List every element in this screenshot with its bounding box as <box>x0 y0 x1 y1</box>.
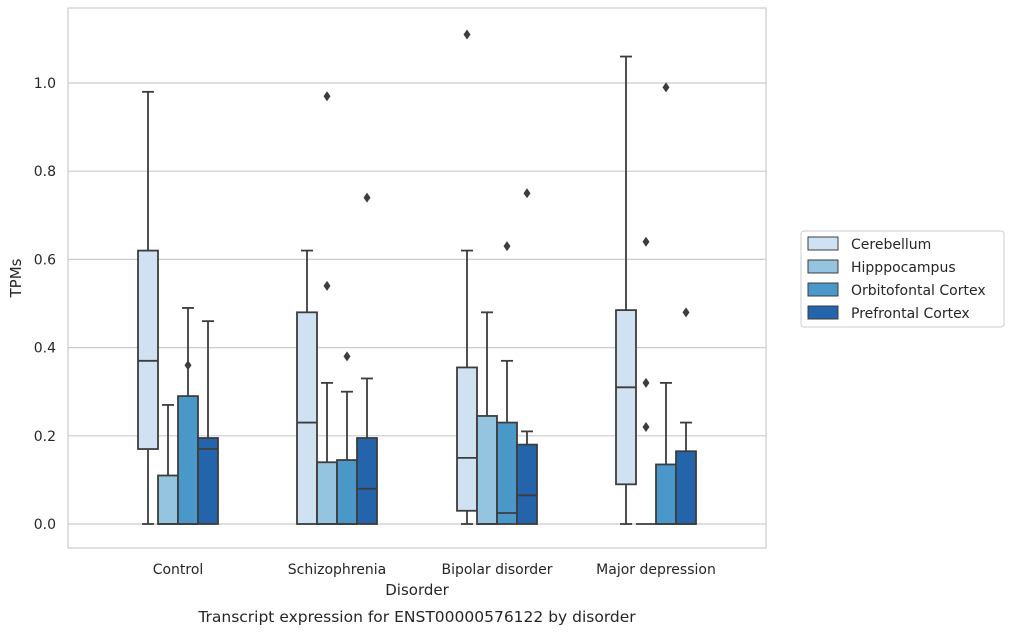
y-tick-label: 0.0 <box>34 517 56 533</box>
box-body <box>336 459 358 525</box>
legend-swatch <box>807 305 839 320</box>
box-body <box>197 437 219 525</box>
outlier-point <box>323 91 331 102</box>
box-body <box>177 395 199 525</box>
outlier-point <box>523 188 531 199</box>
outlier-point <box>343 351 351 362</box>
x-axis-title: Disorder <box>385 581 449 599</box>
x-tick-label: Control <box>153 562 204 578</box>
outlier-point <box>642 236 650 247</box>
boxes <box>137 29 697 525</box>
outlier-point <box>682 307 690 318</box>
y-tick-label: 0.2 <box>34 429 56 445</box>
box-body <box>496 421 518 525</box>
legend-label: Hipppocampus <box>851 260 956 276</box>
legend-label: Cerebellum <box>851 237 931 253</box>
box-group <box>137 90 159 525</box>
outlier-point <box>184 360 192 371</box>
outlier-point <box>642 421 650 432</box>
box-body <box>675 450 697 525</box>
box-body <box>157 474 179 525</box>
y-tick-label: 0.4 <box>34 341 56 357</box>
y-axis-title: TPMs <box>7 258 25 298</box>
outlier-point <box>503 241 511 252</box>
outlier-point <box>662 82 670 93</box>
x-axis-ticks: Control Schizophrenia Bipolar disorder Majo… <box>153 562 716 578</box>
y-axis-ticks: 0.0 0.2 0.4 0.6 0.8 1.0 <box>34 76 56 533</box>
box-body <box>316 461 338 525</box>
box-body <box>137 249 159 450</box>
box-group <box>655 82 677 525</box>
legend-swatch <box>807 282 839 297</box>
x-tick-label: Schizophrenia <box>288 562 386 578</box>
legend-label: Prefrontal Cortex <box>851 306 970 322</box>
box-group <box>516 188 538 525</box>
box-group <box>476 311 498 525</box>
box-group <box>157 404 179 525</box>
box-group <box>675 307 697 525</box>
x-tick-label: Major depression <box>596 562 716 578</box>
outlier-point <box>363 192 371 203</box>
legend-label: Orbitofontal Cortex <box>851 283 986 299</box>
box-body <box>456 366 478 512</box>
box-group <box>356 192 378 525</box>
y-tick-label: 0.6 <box>34 252 56 268</box>
box-body <box>615 309 637 486</box>
box-group <box>296 249 318 525</box>
outlier-point <box>642 377 650 388</box>
box-group <box>197 320 219 525</box>
outlier-point <box>323 280 331 291</box>
y-tick-label: 0.8 <box>34 164 56 180</box>
chart-caption: Transcript expression for ENST0000057612… <box>197 608 636 626</box>
legend-frame <box>800 230 1005 328</box>
box-body <box>655 463 677 525</box>
box-group <box>336 351 358 525</box>
outlier-point <box>463 29 471 40</box>
box-body <box>296 311 318 525</box>
legend: Cerebellum Hipppocampus Orbitofontal Corte… <box>800 230 1005 328</box>
box-body <box>516 443 538 525</box>
box-group <box>636 236 656 525</box>
legend-swatch <box>807 259 839 274</box>
y-tick-label: 1.0 <box>34 76 56 92</box>
legend-swatch <box>807 236 839 251</box>
box-group <box>316 91 338 525</box>
box-group <box>615 55 637 525</box>
box-body <box>356 437 378 525</box>
box-group <box>177 307 199 525</box>
x-tick-label: Bipolar disorder <box>441 562 552 578</box>
box-body <box>476 415 498 525</box>
